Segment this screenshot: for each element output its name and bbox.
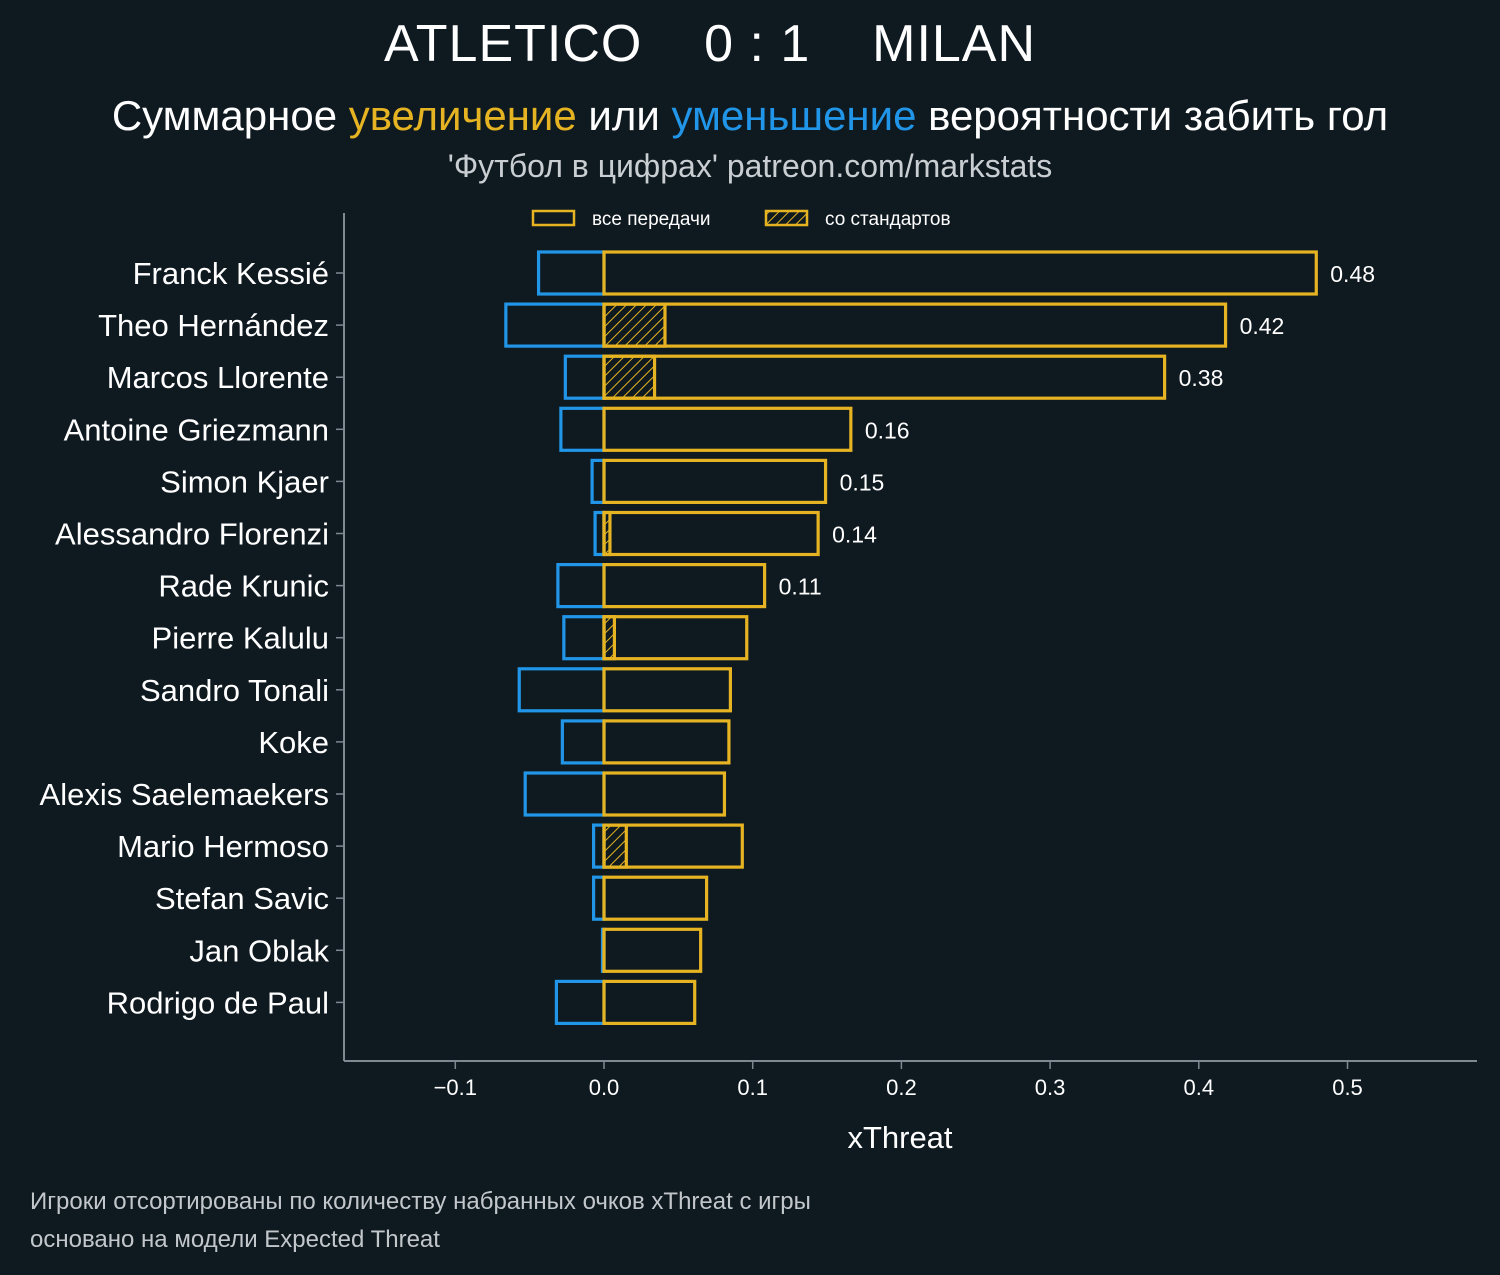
positive-bar (602, 458, 828, 504)
bar-value-label: 0.11 (779, 574, 822, 600)
positive-bar (602, 510, 820, 557)
bar-value-label: 0.16 (865, 417, 910, 443)
negative-bar (563, 354, 606, 400)
player-label: Alexis Saelemaekers (40, 777, 329, 812)
negative-bar (559, 406, 606, 452)
subtitle-decrease-word: уменьшение (671, 92, 917, 139)
home-team: ATLETICO (383, 15, 643, 73)
positive-bar (602, 771, 727, 817)
bar-value-label: 0.15 (840, 469, 885, 495)
bar-value-label: 0.48 (1330, 261, 1375, 287)
match-score-header: ATLETICO 0 : 1 MILAN (0, 14, 1420, 74)
player-label: Mario Hermoso (117, 829, 329, 864)
player-label: Theo Hernández (98, 308, 329, 343)
negative-bar (554, 979, 606, 1026)
player-label: Koke (258, 725, 329, 760)
positive-bar (602, 823, 744, 869)
x-tick-label: 0.3 (1035, 1075, 1066, 1100)
player-label: Stefan Savic (155, 881, 329, 916)
score: 0 : 1 (704, 15, 811, 73)
legend-swatch-all-passes (531, 209, 576, 227)
credit-line: 'Футбол в цифрах' patreon.com/markstats (447, 148, 1053, 184)
player-label: Rodrigo de Paul (107, 985, 329, 1020)
legend-label-all-passes: все передачи (592, 209, 711, 230)
player-label: Jan Oblak (189, 933, 329, 968)
positive-bar (602, 927, 703, 973)
positive-bar (602, 302, 1228, 348)
bar-value-label: 0.42 (1240, 313, 1285, 339)
positive-bar (602, 250, 1318, 296)
player-label: Rade Krunic (158, 569, 329, 604)
x-tick-label: 0.1 (737, 1075, 768, 1100)
player-label: Franck Kessié (133, 256, 329, 291)
negative-bar (556, 562, 606, 609)
subtitle-part1: Суммарное (111, 92, 349, 139)
footnote-sorting: Игроки отсортированы по количеству набра… (30, 1188, 811, 1215)
chart-subtitle: Суммарное увеличение или уменьшение веро… (0, 92, 1500, 140)
player-label: Pierre Kalulu (152, 621, 329, 656)
negative-bar (536, 250, 606, 296)
positive-bar (602, 979, 697, 1026)
negative-bar (504, 302, 606, 348)
away-team: MILAN (872, 15, 1037, 73)
player-label: Marcos Llorente (107, 360, 329, 395)
set-piece-bar (602, 823, 628, 869)
footnote-model: основано на модели Expected Threat (30, 1226, 440, 1253)
positive-bar (602, 615, 749, 661)
player-label: Antoine Griezmann (64, 412, 329, 447)
positive-bar (602, 875, 709, 921)
positive-bar (602, 719, 731, 765)
legend-label-set-pieces: со стандартов (825, 209, 951, 230)
positive-bar (602, 667, 732, 713)
subtitle-part3: вероятности забить гол (916, 92, 1389, 139)
negative-bar (562, 615, 606, 661)
x-tick-label: −0.1 (434, 1075, 477, 1100)
set-piece-bar (602, 354, 657, 400)
subtitle-increase-word: увеличение (348, 92, 577, 139)
negative-bar (523, 771, 606, 817)
x-axis-label: xThreat (847, 1120, 952, 1155)
player-label: Sandro Tonali (140, 673, 329, 708)
positive-bar (602, 562, 767, 609)
x-tick-label: 0.2 (886, 1075, 917, 1100)
positive-bar (602, 406, 853, 452)
x-tick-label: 0.5 (1332, 1075, 1363, 1100)
negative-bar (560, 719, 606, 765)
bar-value-label: 0.14 (832, 522, 877, 548)
bar-value-label: 0.38 (1179, 365, 1224, 391)
negative-bar (590, 458, 606, 504)
set-piece-bar (602, 302, 667, 348)
x-tick-label: 0.0 (589, 1075, 620, 1100)
player-label: Alessandro Florenzi (55, 517, 329, 552)
player-label: Simon Kjaer (160, 464, 329, 499)
positive-bar (602, 354, 1167, 400)
legend-swatch-set-pieces (764, 209, 809, 227)
negative-bar (517, 667, 606, 713)
subtitle-part2: или (576, 92, 672, 139)
x-tick-label: 0.4 (1184, 1075, 1215, 1100)
